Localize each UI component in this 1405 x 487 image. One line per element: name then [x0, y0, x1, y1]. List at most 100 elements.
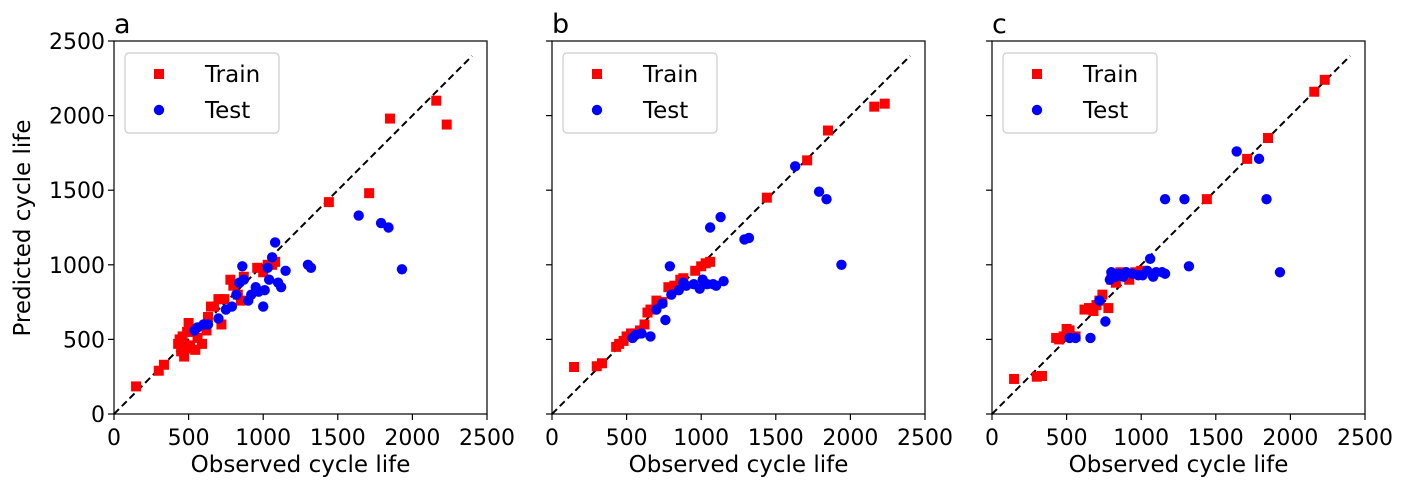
test-point	[1094, 295, 1105, 306]
train-point	[596, 358, 607, 369]
panels: a 0 500 1000 1500 2000 2500 0 500 1000 1500 2000 250…	[49, 9, 1393, 478]
train-point	[431, 95, 442, 106]
panel-c: c 0 500 1000 1500 2000 2500 Observed cycle life…	[985, 9, 1393, 478]
legend-train-label: Train	[1082, 62, 1138, 88]
test-point	[645, 331, 656, 342]
test-point	[666, 289, 677, 300]
legend-test-label: Test	[1082, 98, 1128, 124]
x-tick-label: 2000	[384, 426, 440, 451]
train-point	[1036, 370, 1047, 381]
panel-label: b	[552, 9, 569, 40]
reference-diagonal-line	[991, 55, 1351, 415]
train-point	[1103, 303, 1114, 314]
train-point	[153, 365, 164, 376]
train-point	[201, 325, 212, 336]
test-point	[396, 264, 408, 275]
x-tick-label: 500	[1046, 426, 1088, 451]
test-point	[704, 222, 716, 233]
y-tick-label: 2500	[49, 30, 105, 55]
train-point	[669, 280, 680, 291]
panel-label: c	[992, 9, 1007, 40]
train-point	[1242, 153, 1253, 164]
test-point	[710, 280, 722, 291]
train-point	[225, 274, 236, 285]
panel-label: a	[114, 9, 131, 40]
test-point	[226, 301, 238, 312]
train-point	[639, 319, 650, 330]
test-point	[789, 161, 801, 172]
x-tick-label: 2000	[822, 426, 878, 451]
train-point	[645, 304, 656, 315]
train-point	[235, 295, 246, 306]
test-point	[821, 193, 832, 205]
panel-a: a 0 500 1000 1500 2000 2500 0 500 1000 1500 2000 250…	[49, 9, 515, 478]
test-point	[202, 319, 214, 330]
x-axis-label: Observed cycle life	[191, 452, 411, 478]
test-point	[1159, 268, 1171, 279]
y-tick-label: 1500	[49, 179, 105, 204]
train-point	[208, 301, 219, 312]
train-point	[869, 101, 880, 112]
x-tick-label: 2000	[1262, 426, 1318, 451]
test-point	[263, 274, 275, 285]
test-point	[813, 186, 825, 197]
test-point	[1070, 332, 1081, 344]
x-tick-label: 1000	[1113, 426, 1169, 451]
x-tick-label: 1500	[1188, 426, 1244, 451]
test-point	[258, 301, 269, 312]
test-point	[305, 262, 317, 273]
legend-train-label: Train	[204, 62, 260, 88]
test-point	[269, 237, 281, 248]
test-point	[1274, 267, 1286, 278]
test-point	[694, 283, 705, 294]
train-point	[385, 113, 396, 124]
test-point	[231, 289, 242, 300]
test-point	[375, 217, 387, 229]
test-point	[660, 314, 671, 326]
train-point	[1309, 86, 1320, 97]
test-point	[718, 276, 729, 287]
reference-diagonal-line	[551, 55, 911, 415]
legend-train-marker	[154, 69, 164, 79]
train-point	[228, 280, 239, 291]
y-axis-label: Predicted cycle life	[10, 119, 36, 336]
test-point	[1100, 316, 1111, 327]
train-point	[1110, 277, 1121, 288]
x-tick-label: 0	[107, 426, 121, 451]
plot-frame	[991, 40, 1366, 415]
test-point	[664, 261, 676, 272]
x-tick-label: 1500	[310, 426, 366, 451]
test-point	[636, 328, 647, 339]
train-point	[690, 265, 701, 276]
train-point	[1058, 331, 1069, 342]
test-point	[262, 262, 273, 273]
x-tick-label: 500	[168, 426, 210, 451]
legend-test-label: Test	[204, 98, 250, 124]
x-tick-label: 1500	[748, 426, 804, 451]
test-point	[673, 284, 685, 296]
test-point	[1144, 253, 1156, 265]
test-point	[259, 284, 270, 296]
plot-frame	[113, 40, 488, 415]
train-point	[185, 340, 196, 351]
train-point	[1124, 274, 1135, 285]
train-point	[192, 332, 203, 343]
x-tick-label: 500	[606, 426, 648, 451]
train-point	[823, 125, 834, 136]
x-tick-label: 1000	[673, 426, 729, 451]
train-point	[1031, 371, 1042, 382]
train-point	[879, 98, 890, 109]
train-point	[663, 282, 674, 293]
test-point	[238, 274, 250, 285]
test-point	[1179, 193, 1190, 205]
train-point	[651, 295, 662, 306]
train-point	[1064, 325, 1075, 336]
train-point	[569, 362, 580, 373]
legend-test-label: Test	[642, 98, 688, 124]
test-point	[743, 232, 755, 244]
train-point	[179, 351, 190, 362]
y-tick-label: 1000	[49, 254, 105, 279]
train-point	[364, 188, 375, 199]
train-point	[216, 319, 227, 330]
train-point	[1201, 194, 1212, 205]
